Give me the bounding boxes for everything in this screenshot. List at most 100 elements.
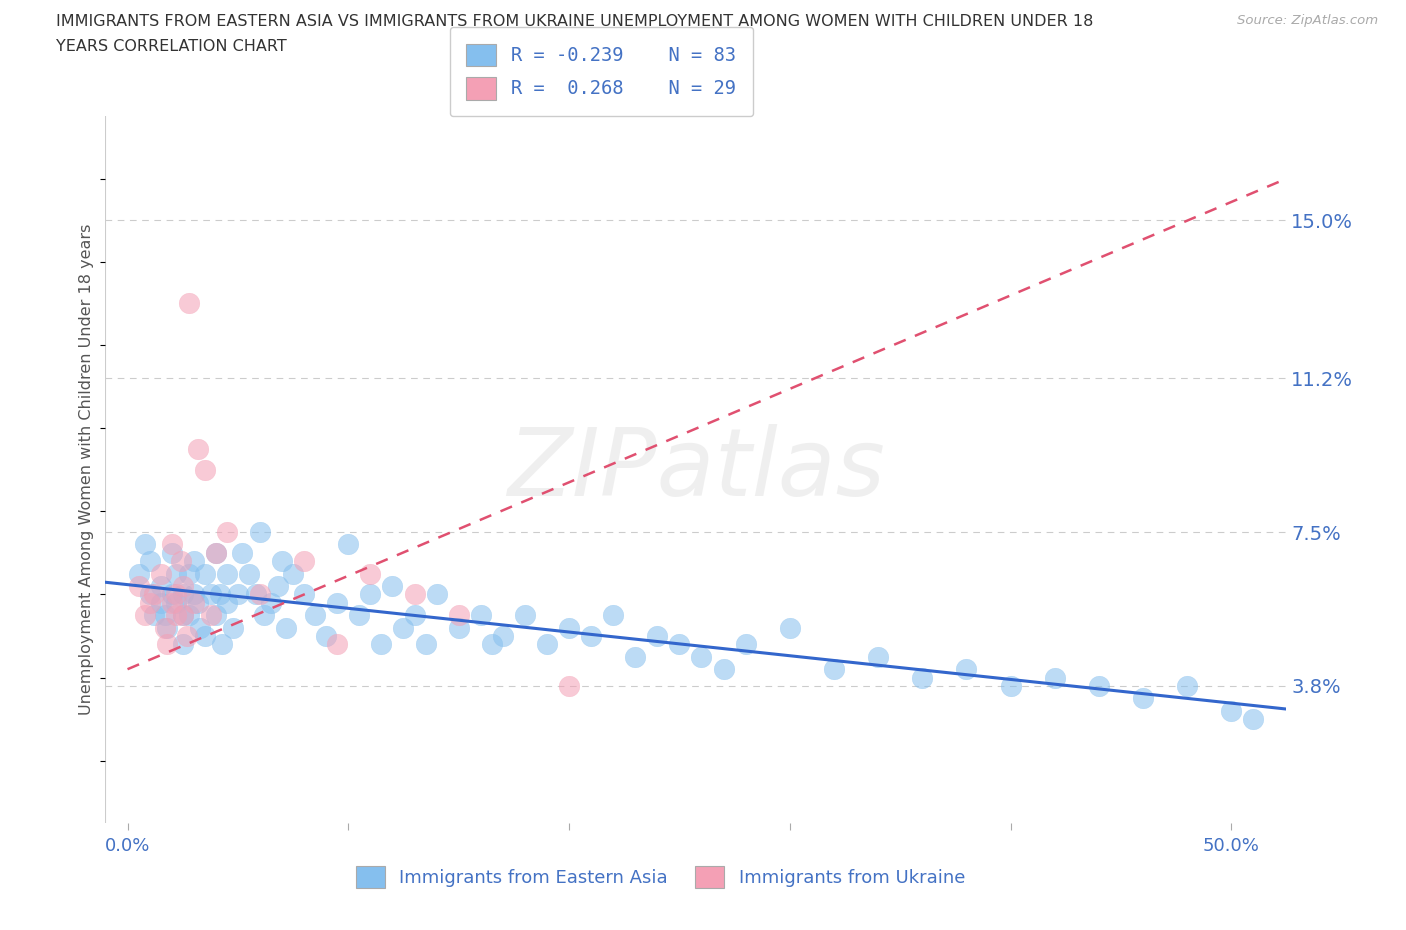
Point [209, 587, 232, 602]
Point [326, 637, 349, 652]
Point [249, 525, 271, 539]
Point [1241, 711, 1264, 726]
Point [172, 587, 194, 602]
Point [205, 545, 228, 560]
Point [253, 607, 276, 622]
Point [187, 442, 209, 457]
Point [211, 637, 233, 652]
Point [215, 566, 238, 581]
Point [734, 637, 756, 652]
Point [200, 607, 222, 622]
Point [160, 587, 183, 602]
Text: YEARS CORRELATION CHART: YEARS CORRELATION CHART [56, 39, 287, 54]
Point [176, 629, 198, 644]
Point [447, 607, 470, 622]
Point [194, 629, 217, 644]
Text: ZIPatlas: ZIPatlas [508, 424, 884, 515]
Point [160, 537, 183, 551]
Point [1000, 678, 1022, 693]
Point [160, 545, 183, 560]
Point [911, 671, 934, 685]
Point [315, 629, 337, 644]
Point [128, 566, 150, 581]
Point [128, 578, 150, 593]
Point [326, 595, 349, 610]
Point [690, 649, 713, 664]
Point [1088, 678, 1111, 693]
Point [404, 587, 426, 602]
Point [260, 595, 283, 610]
Point [470, 607, 492, 622]
Point [447, 620, 470, 635]
Point [276, 620, 298, 635]
Point [492, 629, 515, 644]
Point [190, 620, 212, 635]
Point [1132, 691, 1154, 706]
Legend: Immigrants from Eastern Asia, Immigrants from Ukraine: Immigrants from Eastern Asia, Immigrants… [349, 858, 972, 896]
Point [172, 607, 194, 622]
Point [1175, 678, 1198, 693]
Point [153, 607, 176, 622]
Y-axis label: Unemployment Among Women with Children Under 18 years: Unemployment Among Women with Children U… [79, 224, 94, 715]
Point [426, 587, 449, 602]
Point [231, 545, 253, 560]
Point [222, 620, 245, 635]
Point [602, 607, 624, 622]
Point [165, 607, 187, 622]
Point [271, 553, 294, 568]
Point [415, 637, 437, 652]
Point [292, 553, 315, 568]
Point [558, 620, 581, 635]
Point [205, 607, 228, 622]
Point [183, 553, 205, 568]
Point [392, 620, 415, 635]
Point [138, 587, 160, 602]
Point [149, 595, 172, 610]
Point [249, 587, 271, 602]
Point [404, 607, 426, 622]
Point [349, 607, 371, 622]
Point [238, 566, 260, 581]
Point [381, 578, 404, 593]
Point [134, 537, 156, 551]
Point [169, 553, 191, 568]
Point [266, 578, 288, 593]
Point [513, 607, 536, 622]
Text: IMMIGRANTS FROM EASTERN ASIA VS IMMIGRANTS FROM UKRAINE UNEMPLOYMENT AMONG WOMEN: IMMIGRANTS FROM EASTERN ASIA VS IMMIGRAN… [56, 14, 1094, 29]
Point [143, 587, 166, 602]
Point [156, 620, 179, 635]
Point [138, 553, 160, 568]
Point [179, 607, 201, 622]
Point [138, 595, 160, 610]
Point [292, 587, 315, 602]
Point [245, 587, 267, 602]
Point [359, 587, 381, 602]
Point [179, 566, 201, 581]
Point [194, 566, 217, 581]
Point [183, 587, 205, 602]
Point [160, 595, 183, 610]
Point [172, 637, 194, 652]
Point [779, 620, 801, 635]
Text: Source: ZipAtlas.com: Source: ZipAtlas.com [1237, 14, 1378, 27]
Point [955, 662, 977, 677]
Point [281, 566, 304, 581]
Point [205, 545, 228, 560]
Point [149, 578, 172, 593]
Point [215, 525, 238, 539]
Point [187, 595, 209, 610]
Point [165, 587, 187, 602]
Point [558, 678, 581, 693]
Point [215, 595, 238, 610]
Point [134, 607, 156, 622]
Point [713, 662, 735, 677]
Point [200, 587, 222, 602]
Point [337, 537, 360, 551]
Point [226, 587, 249, 602]
Point [179, 296, 201, 311]
Point [1043, 671, 1066, 685]
Point [579, 629, 602, 644]
Point [481, 637, 503, 652]
Point [370, 637, 392, 652]
Point [1220, 703, 1243, 718]
